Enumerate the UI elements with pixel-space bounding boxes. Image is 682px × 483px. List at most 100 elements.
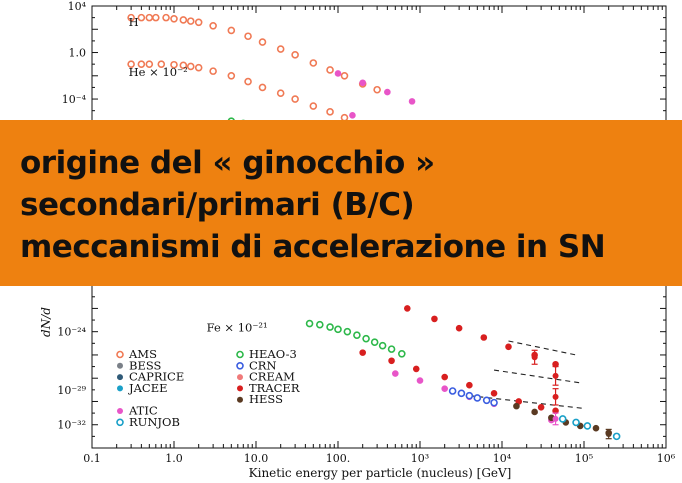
legend-marker (116, 350, 124, 359)
data-point (457, 389, 466, 398)
y-tick-label: 10⁻³² (57, 419, 86, 432)
error-point (531, 354, 538, 361)
legend-label: HESS (249, 392, 283, 406)
data-point (387, 345, 396, 353)
data-point (186, 62, 195, 71)
data-point (186, 17, 195, 25)
error-point (552, 393, 559, 400)
legend-label: CREAM (249, 370, 295, 384)
data-point (276, 45, 285, 53)
data-point (572, 418, 580, 427)
data-point (170, 60, 178, 69)
data-point (431, 315, 438, 323)
data-point (408, 98, 416, 105)
error-point (552, 372, 559, 379)
data-point (612, 432, 621, 441)
data-point (441, 385, 448, 392)
x-tick-label: 10.0 (244, 452, 269, 465)
x-tick-label: 100. (326, 452, 351, 465)
data-point (466, 381, 473, 389)
data-point (326, 323, 334, 331)
data-point (179, 61, 188, 70)
data-point (127, 60, 135, 68)
legend-marker (237, 396, 243, 403)
data-point (162, 13, 170, 22)
x-tick-label: 10⁵ (575, 452, 593, 465)
legend-label: TRACER (249, 381, 300, 395)
data-point (334, 70, 342, 77)
legend-label: RUNJOB (129, 415, 180, 429)
data-point (157, 60, 166, 68)
data-point (359, 79, 366, 87)
data-point (558, 415, 567, 423)
data-point (362, 334, 370, 343)
series-label: Fe × 10⁻²¹ (207, 321, 268, 335)
data-point (490, 390, 498, 397)
data-point (244, 77, 252, 86)
data-point (537, 403, 545, 411)
data-point (441, 373, 448, 381)
data-point (398, 349, 406, 358)
error-point (605, 431, 612, 438)
y-tick-label: 10⁻²⁴ (57, 326, 86, 339)
legend-label: AMS (128, 347, 157, 361)
error-bars (531, 349, 612, 440)
data-point (490, 398, 498, 407)
data-point (359, 349, 366, 356)
data-point (334, 325, 342, 334)
legend-label: CRN (249, 358, 277, 372)
x-tick-label: 10⁴ (493, 452, 512, 465)
data-point (326, 66, 334, 74)
data-point (455, 324, 463, 332)
data-point (305, 319, 314, 328)
data-point (505, 343, 512, 351)
data-point (388, 357, 395, 365)
data-point (291, 51, 299, 59)
error-point (552, 415, 559, 422)
data-point (258, 83, 267, 92)
legend-label: JACEE (128, 381, 168, 395)
data-point (353, 331, 361, 339)
banner-line-acceleration: meccanismi di accelerazione in SN (20, 229, 606, 265)
data-point (170, 14, 178, 23)
data-point (378, 341, 387, 350)
data-point (482, 396, 491, 405)
series-label: He × 10⁻² (129, 65, 188, 79)
legend-marker (237, 385, 243, 392)
x-axis-label: Kinetic energy per particle (nucleus) [G… (249, 466, 512, 480)
data-point (137, 60, 146, 68)
fit-line (508, 340, 577, 356)
data-point (227, 71, 236, 80)
banner-line-secondary-primary: secondari/primari (B/C) (20, 187, 415, 223)
data-point (209, 21, 217, 30)
data-point (127, 13, 135, 22)
legend-label: ATIC (128, 404, 158, 418)
data-point (343, 327, 352, 336)
data-point (291, 95, 299, 103)
overlay-banner: origine del « ginocchio » secondari/prim… (0, 120, 682, 286)
data-point (179, 16, 188, 24)
x-tick-label: 10⁶ (657, 452, 676, 465)
banner-line-knee: origine del « ginocchio » (20, 145, 435, 181)
data-point (309, 59, 318, 67)
data-point (480, 334, 488, 341)
y-tick-label: 1.0 (69, 47, 87, 60)
x-tick-label: 1.0 (165, 452, 183, 465)
y-tick-label: 10⁻²⁹ (57, 384, 86, 397)
data-point (583, 422, 592, 430)
data-point (592, 424, 600, 432)
series-label: H (129, 15, 139, 29)
data-point (194, 18, 203, 27)
y-tick-label: 10⁻⁴ (62, 93, 87, 106)
legend-marker (117, 374, 123, 381)
y-tick-label: 10⁴ (68, 0, 87, 13)
data-point (349, 112, 356, 119)
legend-label: HEAO-3 (249, 347, 297, 361)
legend-label: BESS (129, 358, 162, 372)
data-point (370, 338, 379, 346)
data-point (373, 85, 381, 94)
data-point (531, 408, 538, 416)
data-point (448, 387, 457, 395)
legend-marker (116, 418, 124, 427)
